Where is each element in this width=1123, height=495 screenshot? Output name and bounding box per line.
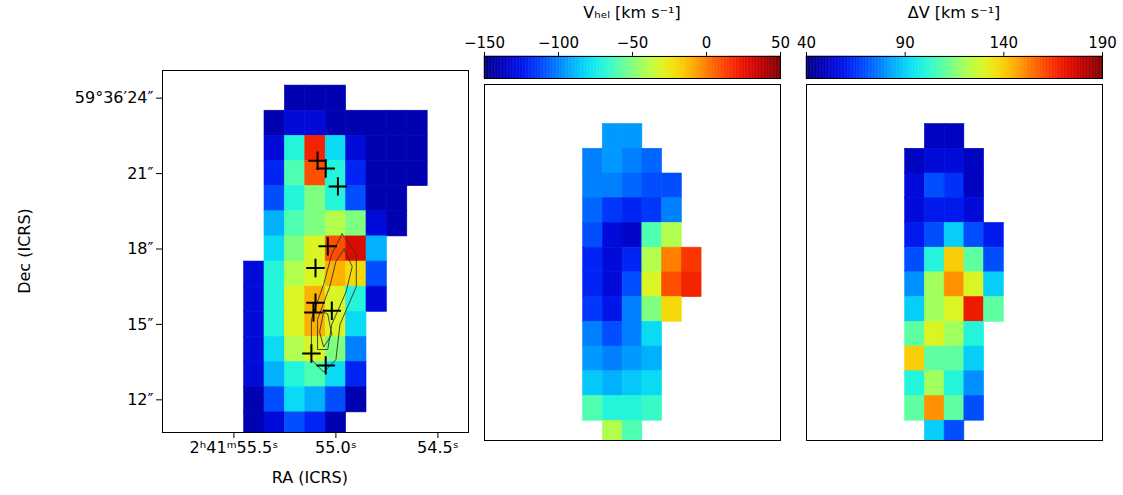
svg-text:15″: 15″ (127, 315, 153, 334)
svg-text:−100: −100 (538, 34, 579, 52)
svg-text:0: 0 (702, 34, 712, 52)
html-text:Vₕₑₗ [km s⁻¹]: Vₕₑₗ [km s⁻¹] (583, 3, 681, 22)
svg-text:−50: −50 (617, 34, 649, 52)
svg-text:50: 50 (771, 34, 790, 52)
svg-text:140: 140 (990, 34, 1019, 52)
html-text:Dec (ICRS): Dec (ICRS) (14, 208, 34, 294)
svg-text:54.5ˢ: 54.5ˢ (417, 438, 459, 457)
html-text:ΔV [km s⁻¹]: ΔV [km s⁻¹] (907, 3, 1001, 22)
svg-text:55.0ˢ: 55.0ˢ (315, 438, 357, 457)
svg-text:−150: −150 (464, 34, 505, 52)
svg-text:2ʰ41ᵐ55.5ˢ: 2ʰ41ᵐ55.5ˢ (190, 438, 279, 457)
html-text:RA (ICRS): RA (ICRS) (271, 468, 348, 487)
svg-text:40: 40 (797, 34, 816, 52)
svg-text:190: 190 (1088, 34, 1117, 52)
svg-text:21″: 21″ (127, 164, 153, 183)
svg-text:90: 90 (896, 34, 915, 52)
svg-text:59°36′24″: 59°36′24″ (75, 88, 154, 107)
svg-text:12″: 12″ (127, 390, 153, 409)
svg-text:18″: 18″ (127, 239, 153, 258)
